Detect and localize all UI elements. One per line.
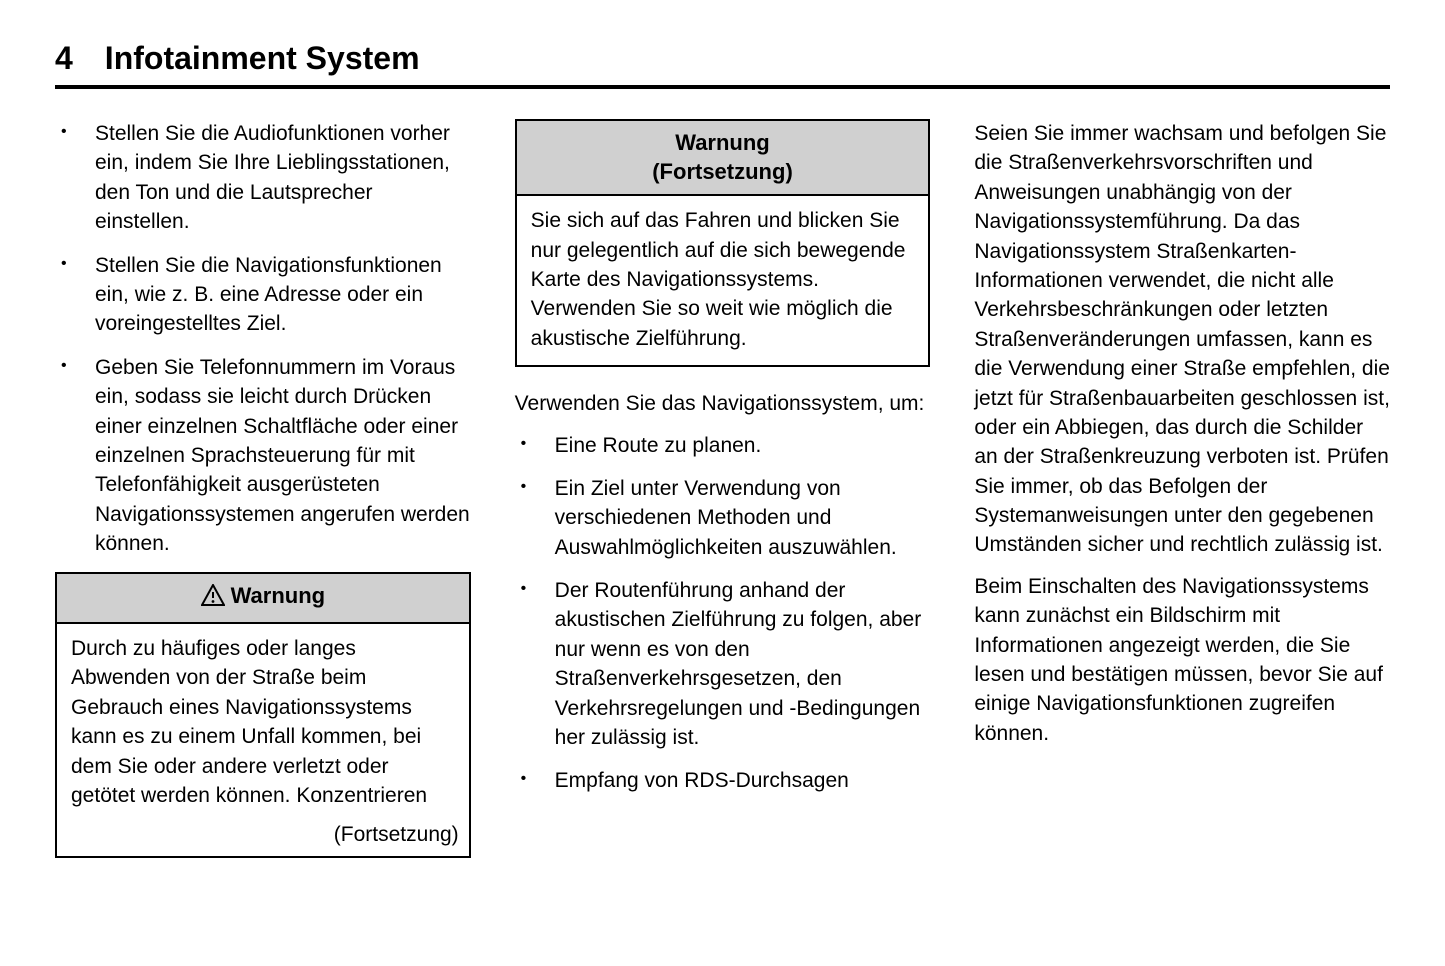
page-header: 4 Infotainment System <box>55 40 1390 89</box>
list-item: Eine Route zu planen. <box>549 431 931 460</box>
list-item: Ein Ziel unter Verwendung von verschiede… <box>549 474 931 562</box>
warning-body: Durch zu häufiges oder langes Abwenden v… <box>57 624 469 816</box>
warning-box-header: Warnung (Fortsetzung) <box>517 121 929 196</box>
column-3: Seien Sie immer wachsam und befolgen Sie… <box>974 119 1390 858</box>
col1-bullet-list: Stellen Sie die Audiofunktionen vorher e… <box>89 119 471 558</box>
warning-continue: (Fortsetzung) <box>57 816 469 855</box>
warning-box-1: Warnung Durch zu häufiges oder langes Ab… <box>55 572 471 857</box>
list-item: Stellen Sie die Navigationsfunk­tionen e… <box>89 251 471 339</box>
list-item: Geben Sie Telefonnummern im Voraus ein, … <box>89 353 471 559</box>
warning-box-header: Warnung <box>57 574 469 624</box>
warning-title-line1: Warnung <box>675 130 770 155</box>
warning-icon <box>201 584 225 614</box>
warning-title-line2: (Fortsetzung) <box>652 159 793 184</box>
column-1: Stellen Sie die Audiofunktionen vorher e… <box>55 119 471 858</box>
page-number: 4 <box>55 40 73 77</box>
column-2: Warnung (Fortsetzung) Sie sich auf das F… <box>515 119 931 858</box>
header-text: 4 Infotainment System <box>55 40 1390 77</box>
warning-box-2: Warnung (Fortsetzung) Sie sich auf das F… <box>515 119 931 367</box>
col3-paragraph-2: Beim Einschalten des Navigations­systems… <box>974 572 1390 748</box>
warning-body: Sie sich auf das Fahren und blicken Sie … <box>517 196 929 365</box>
col2-bullet-list: Eine Route zu planen. Ein Ziel unter Ver… <box>549 431 931 796</box>
page-title: Infotainment System <box>105 40 420 76</box>
col3-paragraph-1: Seien Sie immer wachsam und befolgen Sie… <box>974 119 1390 560</box>
col2-intro: Verwenden Sie das Navigations­system, um… <box>515 389 931 418</box>
list-item: Empfang von RDS-Durchsagen <box>549 766 931 795</box>
warning-title: Warnung <box>231 583 326 608</box>
content-columns: Stellen Sie die Audiofunktionen vorher e… <box>55 119 1390 858</box>
list-item: Stellen Sie die Audiofunktionen vorher e… <box>89 119 471 237</box>
list-item: Der Routenführung anhand der akustischen… <box>549 576 931 752</box>
